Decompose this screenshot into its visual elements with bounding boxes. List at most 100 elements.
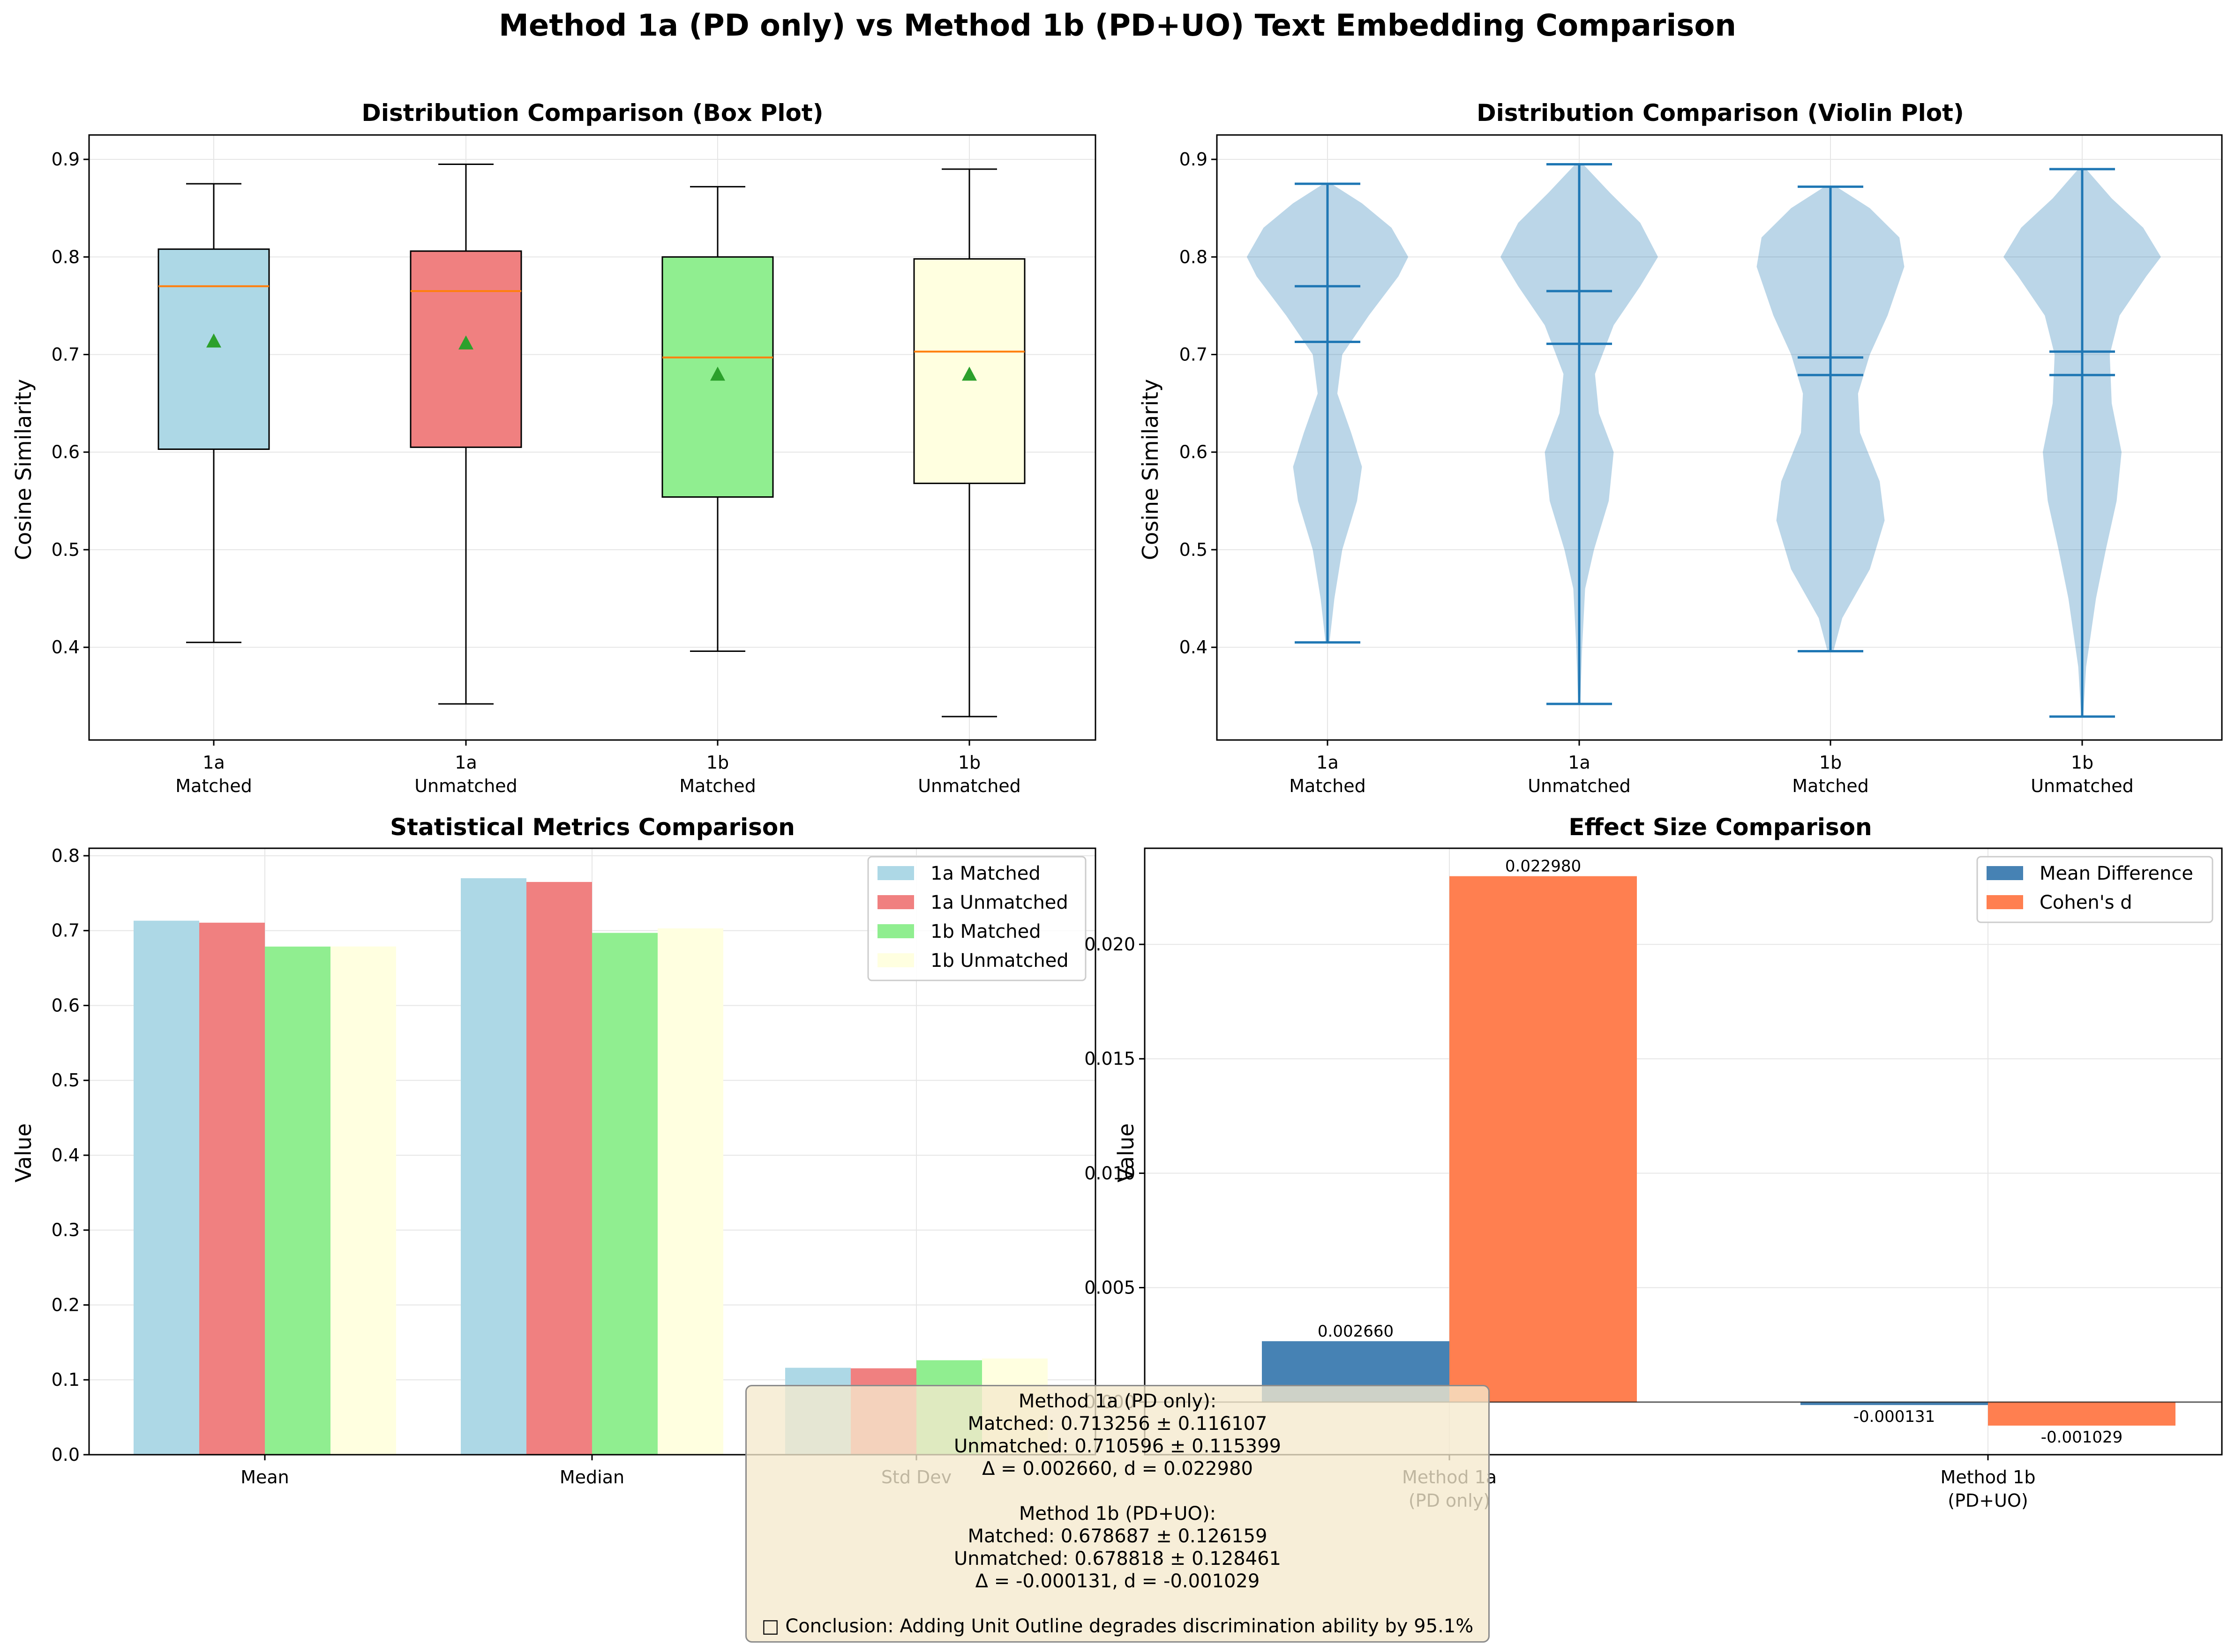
effect-size-data-label: -0.000131 [1853,1407,1935,1426]
metrics-chart-title: Statistical Metrics Comparison [390,814,795,841]
effect-size-y-tick-label: 0.005 [1084,1278,1135,1298]
legend-label-mean-difference: Mean Difference [2040,863,2193,884]
metrics-x-tick-label: Mean [240,1467,289,1488]
effect-size-legend: Mean Difference Cohen's d [1976,856,2213,923]
box-iqr [158,248,270,450]
effect-size-bar [1449,876,1637,1402]
effect-size-data-label: -0.001029 [2041,1428,2123,1447]
box-mean-marker [458,335,473,350]
metrics-y-tick-label: 0.5 [52,1070,80,1091]
metrics-bar [265,946,330,1455]
violin-plot-y-tick-label: 0.7 [1179,344,1208,365]
metrics-legend: 1a Matched 1a Unmatched 1b Matched 1b Un… [867,856,1087,981]
box-plot-y-tick-label: 0.6 [52,442,80,463]
metrics-y-tick-label: 0.8 [52,845,80,866]
violin-plot-x-tick-label: 1b [1819,752,1842,773]
legend-label-cohens-d: Cohen's d [2040,892,2132,913]
legend-swatch-1a-unmatched [878,895,914,909]
legend-label-1a-matched: 1a Matched [930,863,1041,884]
legend-swatch-cohens-d [1987,895,2023,909]
violin-plot-x-tick-label: 1a [1568,752,1590,773]
box-plot-x-tick-label: Matched [679,776,756,796]
effect-size-plot-frame [1144,847,2223,1456]
legend-label-1a-unmatched: 1a Unmatched [930,892,1068,913]
effect-size-y-tick-label: 0.010 [1084,1163,1135,1183]
box-plot-plot-frame [88,134,1096,741]
violin-plot-x-tick-label: 1a [1316,752,1338,773]
effect-size-data-label: 0.002660 [1318,1322,1394,1341]
summary-line: Unmatched: 0.710596 ± 0.115399 [954,1435,1281,1457]
summary-line: Δ = 0.002660, d = 0.022980 [982,1458,1253,1480]
violin-plot-x-tick-label: Matched [1792,776,1868,796]
box-plot-x-tick-label: 1a [202,752,225,773]
box-mean-marker [206,333,221,348]
metrics-x-tick-label: Median [560,1467,624,1488]
box-mean-marker [962,366,977,381]
violin-plot-x-tick-label: Unmatched [2031,776,2134,796]
legend-swatch-1a-matched [878,866,914,880]
metrics-y-tick-label: 0.0 [52,1444,80,1465]
violin-plot-title: Distribution Comparison (Violin Plot) [1477,99,1964,127]
summary-line [747,1480,1488,1502]
violin-plot-y-tick-label: 0.4 [1179,637,1208,658]
box-plot-panel: Distribution Comparison (Box Plot) 0.4 0.… [11,99,1096,796]
summary-line: Method 1a (PD only): [1018,1390,1217,1412]
figure-title: Method 1a (PD only) vs Method 1b (PD+UO)… [499,8,1736,43]
metrics-y-tick-label: 0.1 [52,1369,80,1390]
metrics-bar [134,920,199,1455]
metrics-bar [461,878,526,1455]
metrics-y-tick-label: 0.6 [52,995,80,1016]
metrics-plot-frame [88,847,1096,1456]
box-plot-title: Distribution Comparison (Box Plot) [361,99,823,127]
effect-size-data-label: 0.022980 [1505,857,1581,876]
box-plot-x-tick-label: Unmatched [918,776,1021,796]
metrics-y-tick-label: 0.2 [52,1294,80,1315]
metrics-bar [526,882,592,1455]
effect-size-bar [1988,1402,2175,1426]
metrics-bar [330,946,396,1455]
box-plot-y-tick-label: 0.7 [52,344,80,365]
summary-line: Method 1b (PD+UO): [1019,1503,1216,1525]
box-plot-x-tick-label: Unmatched [414,776,518,796]
metrics-bar [199,922,265,1455]
box-plot-x-tick-label: 1b [706,752,729,773]
effect-size-y-tick-label: 0.020 [1084,934,1135,955]
box-plot-y-axis-label: Cosine Similarity [11,379,36,561]
box-plot-x-tick-label: 1b [958,752,981,773]
metrics-y-tick-label: 0.3 [52,1220,80,1241]
violin-plot-x-tick-label: Unmatched [1528,776,1631,796]
box-mean-marker [710,366,725,381]
summary-annotation-box: Method 1a (PD only): Matched: 0.713256 ±… [745,1385,1490,1643]
effect-size-x-tick-label: Method 1b [1941,1467,2036,1488]
effect-size-y-tick-label: 0.015 [1084,1048,1135,1069]
summary-line: Δ = -0.000131, d = -0.001029 [975,1570,1260,1592]
effect-size-title: Effect Size Comparison [1568,814,1872,841]
metrics-y-axis-label: Value [11,1123,36,1182]
summary-line: □ Conclusion: Adding Unit Outline degrad… [761,1615,1474,1637]
box-plot-y-tick-label: 0.9 [52,149,80,170]
violin-plot-x-tick-label: 1b [2071,752,2093,773]
summary-line: Matched: 0.713256 ± 0.116107 [968,1413,1268,1435]
metrics-bar-panel: Statistical Metrics Comparison 0.0 0.1 0.2… [11,814,1096,1488]
legend-swatch-1b-unmatched [878,953,914,967]
violin-plot-panel: Distribution Comparison (Violin Plot) 0.… [1138,99,2223,796]
summary-line: Unmatched: 0.678818 ± 0.128461 [954,1548,1281,1570]
violin-plot-x-tick-label: Matched [1289,776,1365,796]
summary-line [747,1592,1488,1615]
effect-size-y-axis-label: Value [1113,1123,1139,1182]
box-plot-y-tick-label: 0.8 [52,247,80,267]
violin-plot-y-tick-label: 0.9 [1179,149,1208,170]
metrics-y-tick-label: 0.4 [52,1145,80,1166]
violin-plot-y-tick-label: 0.5 [1179,539,1208,560]
box-plot-y-tick-label: 0.4 [52,637,80,658]
violin-plot-plot-frame [1216,134,2223,741]
legend-swatch-mean-difference [1987,866,2023,880]
box-plot-y-tick-label: 0.5 [52,539,80,560]
legend-swatch-1b-matched [878,924,914,938]
effect-size-panel: Effect Size Comparison 0.0000.0050.0100.… [1084,814,2223,1511]
legend-label-1b-unmatched: 1b Unmatched [930,950,1069,972]
effect-size-x-tick-label: (PD+UO) [1948,1490,2028,1511]
metrics-bar [658,928,723,1455]
summary-line: Matched: 0.678687 ± 0.126159 [968,1525,1268,1547]
